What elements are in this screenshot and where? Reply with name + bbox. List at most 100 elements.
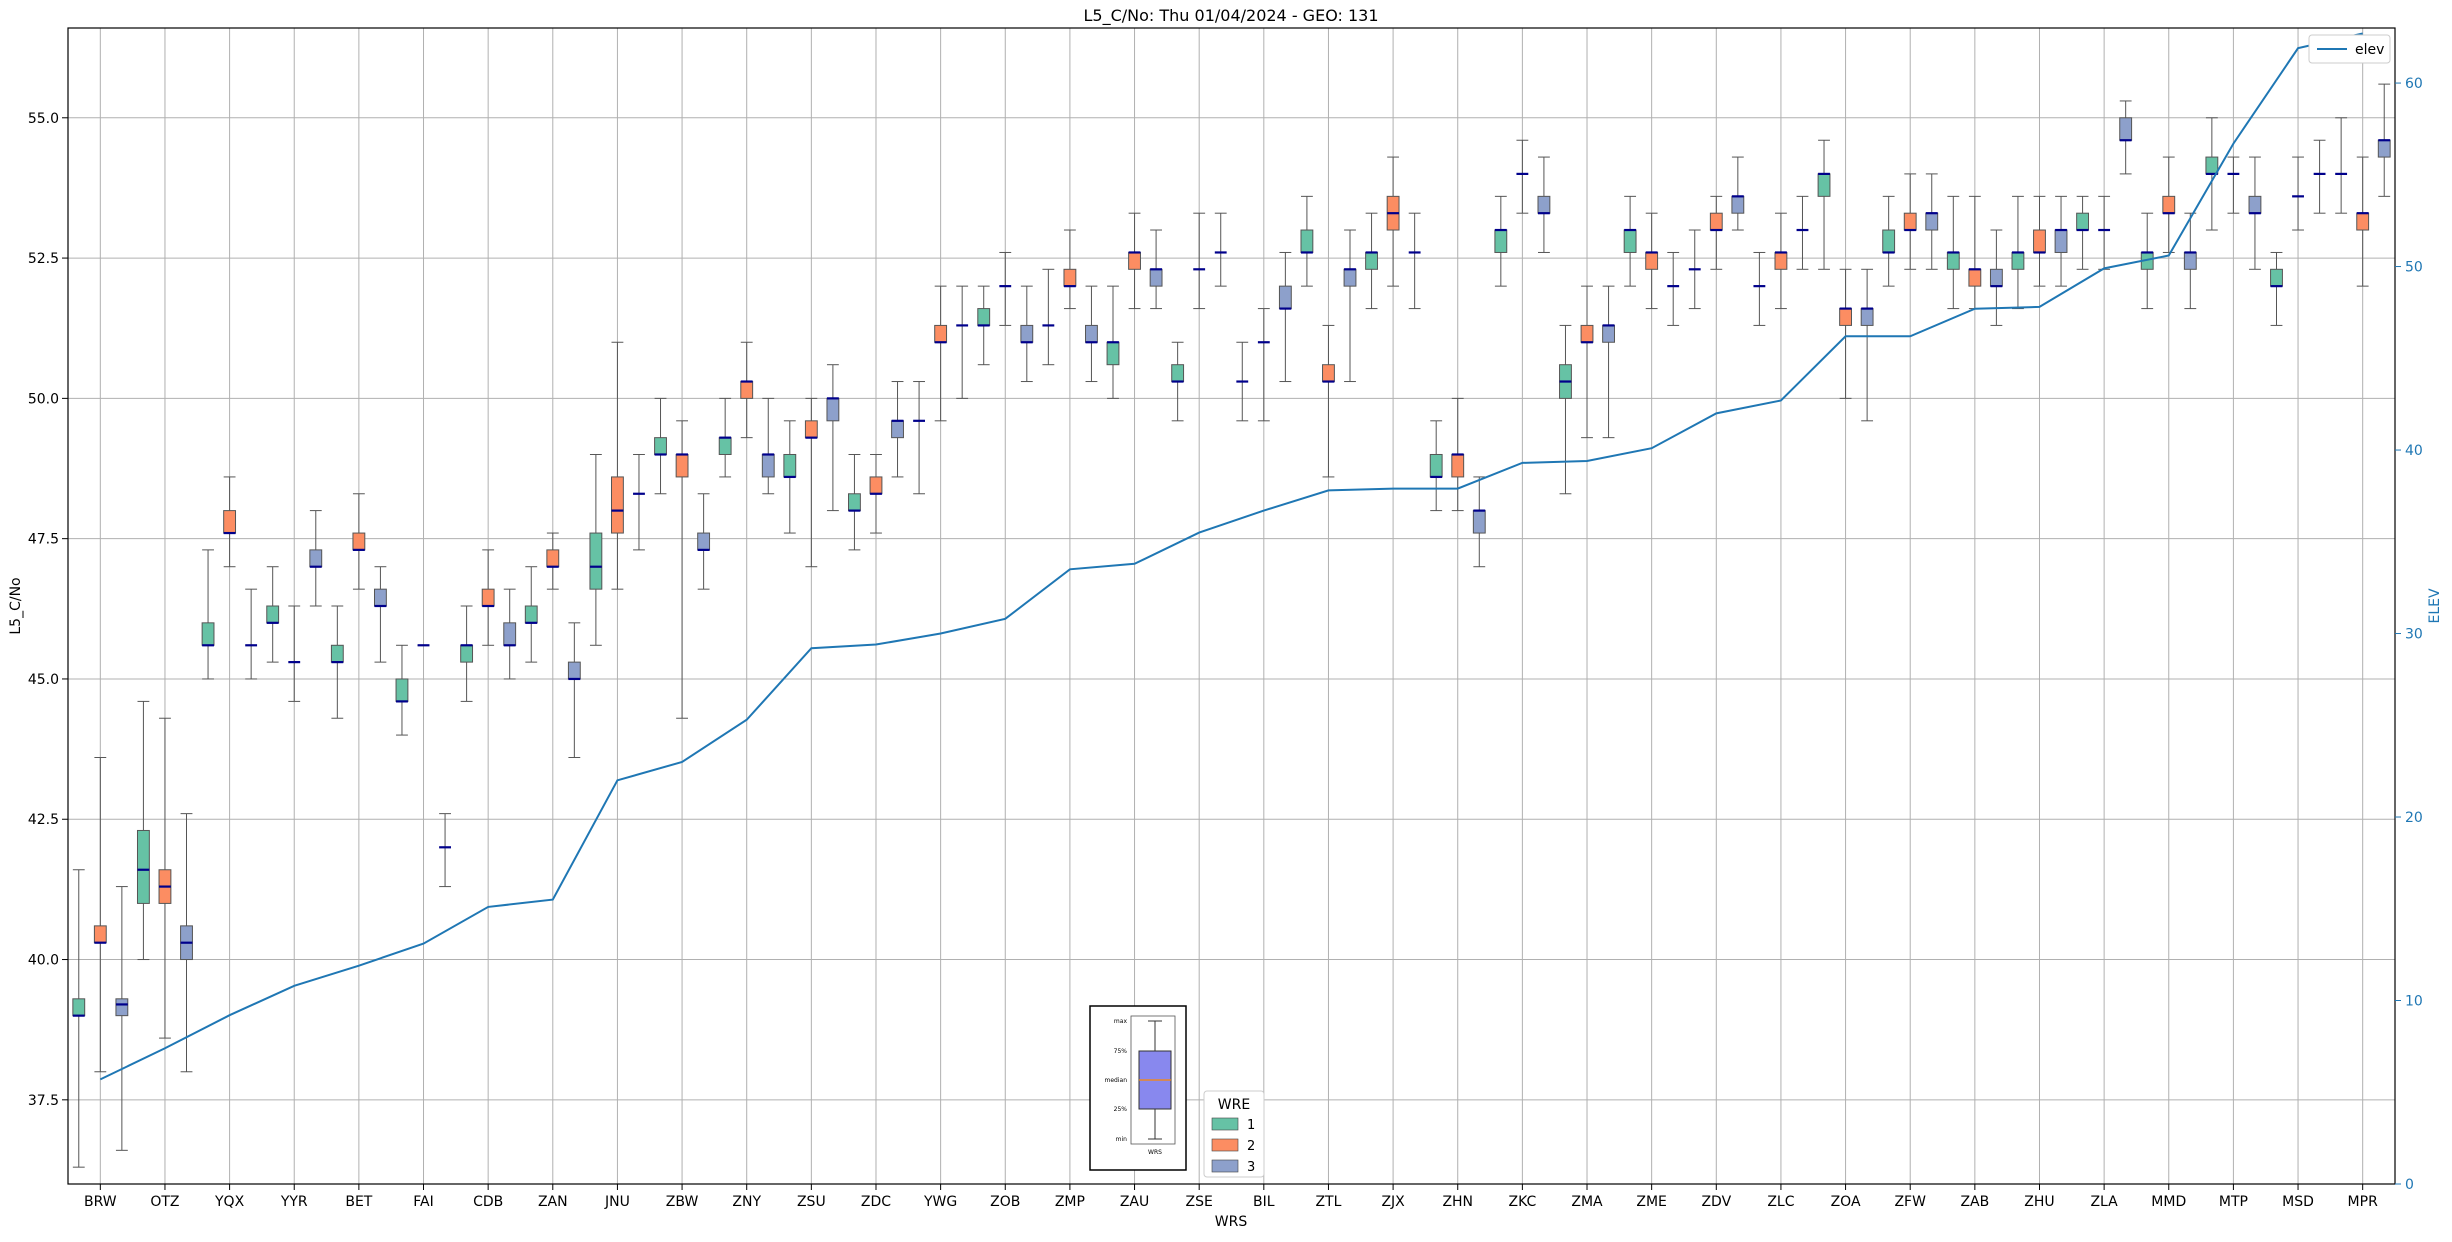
box-FAI-wre1 [395,644,409,736]
box-ZHN-wre2 [1451,397,1465,512]
box-ZAN-wre2 [546,532,560,590]
y2-tick-label: 20 [2405,810,2423,826]
box-YWG-wre2 [934,285,948,422]
box-BIL-wre2 [1257,308,1270,422]
box-ZDC-wre1 [848,453,861,551]
box-BET-wre2 [352,493,366,590]
box-ZJX-wre1 [1365,212,1378,310]
box-iqr [1171,364,1185,383]
wre-legend-swatch-1 [1211,1117,1239,1131]
boxplot-key-axes [1130,1015,1176,1145]
box-ZHU-wre1 [2011,195,2025,310]
box-ZFW-wre2 [1903,173,1917,270]
box-ZOB-wre1 [977,285,991,366]
box-YWG-wre3 [956,285,969,399]
x-axis-label: WRS [1215,1214,1248,1230]
box-iqr [1451,453,1465,478]
box-iqr [2270,268,2283,287]
box-ZAU-wre1 [1106,285,1120,399]
box-iqr [309,549,323,568]
box-iqr [1602,324,1615,343]
box-ZTL-wre3 [1343,229,1357,383]
box-JNU-wre3 [633,453,645,551]
x-tick-label: ZAB [1960,1194,1989,1210]
boxplot-key-label-min: min [1116,1136,1128,1143]
plot-frame [67,27,2396,1185]
box-MPR-wre3 [2377,83,2391,197]
box-ZKC-wre3 [1537,156,1551,253]
x-tick-label: JNU [604,1194,630,1210]
box-iqr [1817,173,1831,197]
box-ZFW-wre3 [1925,173,1939,270]
x-tick-label: ZSU [797,1194,826,1210]
box-iqr [611,476,624,534]
box-iqr [1365,251,1378,270]
wre-legend-title: WRE [1218,1097,1250,1113]
boxplot-key-label-q3: 75% [1114,1048,1128,1055]
x-tick-label: ZSE [1186,1194,1213,1210]
x-tick-label: ZMP [1055,1194,1085,1210]
box-iqr [1709,212,1723,231]
boxplot-key-label-max: max [1114,1018,1128,1025]
box-MSD-wre1 [2270,251,2283,326]
wre-legend-swatch-3 [1211,1159,1239,1173]
box-iqr [201,622,215,646]
box-JNU-wre1 [589,453,603,646]
box-iqr [481,588,495,607]
box-ZNY-wre2 [740,341,754,439]
box-iqr [1623,229,1637,253]
box-ZSU-wre3 [826,364,840,512]
boxplot-key-label-q1: 25% [1114,1106,1128,1113]
box-iqr [524,605,538,624]
box-iqr [1278,285,1292,310]
box-ZOA-wre3 [1860,268,1874,422]
y-tick-label: 37.5 [28,1093,59,1109]
x-tick-label: MSD [2282,1194,2314,1210]
box-ZDV-wre1 [1688,229,1701,310]
box-iqr [546,549,560,568]
box-ZNY-wre3 [761,397,775,495]
x-tick-label: YWG [923,1194,957,1210]
box-YYR-wre3 [309,510,323,607]
box-iqr [1128,251,1141,270]
box-iqr [1537,195,1551,214]
x-tick-label: ZTL [1315,1194,1341,1210]
x-tick-label: MTP [2219,1194,2248,1210]
box-iqr [373,588,387,607]
box-ZDV-wre2 [1709,195,1723,270]
box-ZKC-wre2 [1516,139,1529,214]
box-iqr [395,678,409,702]
box-ZBW-wre1 [654,397,667,495]
x-tick-label: YYR [280,1194,308,1210]
y-tick-label: 50.0 [28,391,59,407]
box-iqr [2162,195,2176,214]
x-tick-label: CDB [473,1194,503,1210]
box-CDB-wre2 [481,549,495,646]
box-YYR-wre1 [266,566,280,663]
box-ZMP-wre3 [1085,285,1098,383]
box-iqr [352,532,366,551]
box-iqr [934,324,948,343]
box-CDB-wre3 [503,588,517,680]
box-ZJX-wre3 [1408,212,1421,310]
box-BET-wre3 [373,566,387,663]
y-tick-label: 45.0 [28,672,59,688]
box-iqr [460,644,474,663]
box-iqr [1343,268,1357,287]
y2-tick-label: 10 [2405,994,2423,1010]
box-ZSU-wre1 [783,420,797,534]
box-YQX-wre2 [223,476,237,568]
x-tick-label: ZJX [1381,1194,1405,1210]
box-ZDC-wre2 [869,453,883,534]
y2-tick-label: 0 [2405,1177,2414,1193]
y-axis-label: L5_C/No [8,577,24,634]
box-iqr [2356,212,2370,231]
box-iqr [1731,195,1745,214]
box-iqr [330,644,344,663]
box-BRW-wre1 [72,869,86,1168]
box-ZSE-wre3 [1214,212,1227,287]
box-iqr [2205,156,2219,175]
x-tick-label: BRW [84,1194,117,1210]
y-tick-label: 47.5 [28,532,59,548]
x-tick-label: YQX [214,1194,245,1210]
